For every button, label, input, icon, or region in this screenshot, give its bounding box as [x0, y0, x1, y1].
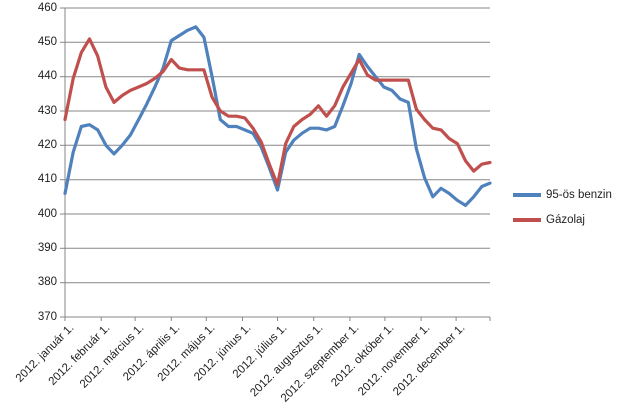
y-axis-tick-label: 370 — [37, 310, 57, 323]
benzin-line-swatch-icon — [513, 193, 541, 197]
y-axis-tick-label: 450 — [37, 35, 57, 48]
legend-item-benzin: 95-ös benzin — [513, 188, 612, 202]
series-line-benzin — [63, 25, 492, 207]
gazolaj-line-swatch-icon — [513, 218, 541, 222]
chart-legend: 95-ös benzin Gázolaj — [513, 188, 612, 238]
legend-label-benzin: 95-ös benzin — [546, 189, 612, 201]
legend-item-gazolaj: Gázolaj — [513, 213, 612, 227]
series-line-gazolaj — [63, 37, 492, 187]
y-axis-tick-label: 460 — [37, 1, 57, 14]
y-axis-tick-label: 390 — [37, 241, 57, 254]
y-axis-tick-label: 420 — [37, 138, 57, 151]
y-axis-tick-label: 440 — [37, 70, 57, 83]
y-axis-tick-label: 410 — [37, 173, 57, 186]
y-axis-tick-label: 380 — [37, 276, 57, 289]
y-axis-tick-label: 400 — [37, 207, 57, 220]
legend-label-gazolaj: Gázolaj — [546, 214, 585, 226]
y-axis-tick-label: 430 — [37, 104, 57, 117]
